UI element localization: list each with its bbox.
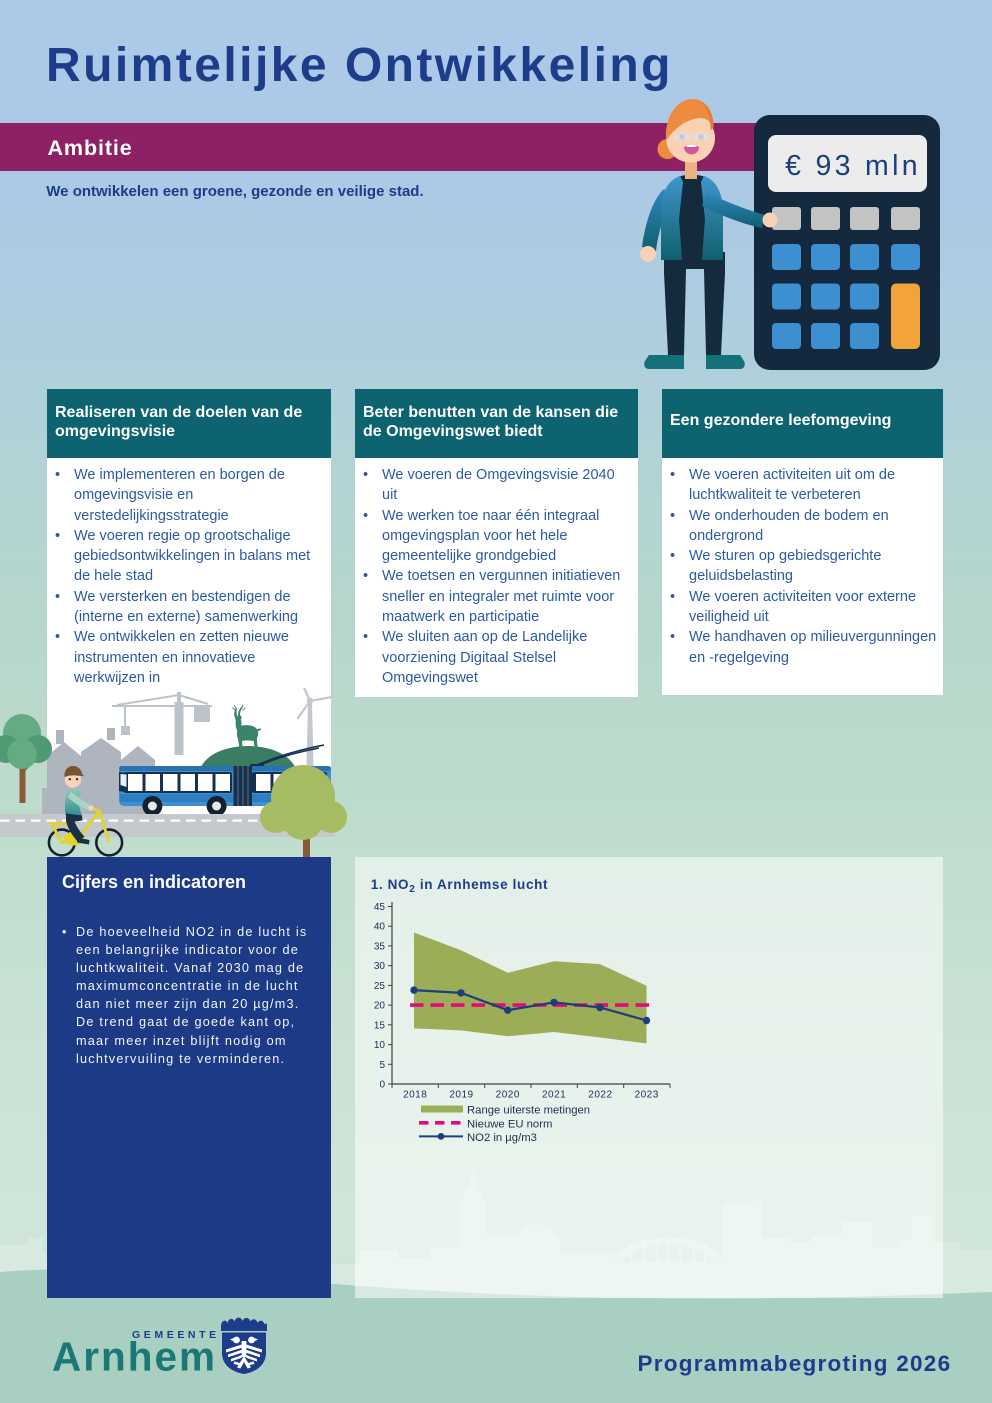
svg-text:0: 0 (379, 1080, 385, 1091)
svg-text:2023: 2023 (635, 1090, 659, 1101)
svg-text:Nieuwe EU norm: Nieuwe EU norm (467, 1118, 552, 1130)
svg-text:5: 5 (379, 1060, 385, 1071)
svg-text:2019: 2019 (449, 1090, 473, 1101)
svg-text:2018: 2018 (403, 1090, 427, 1101)
svg-text:2022: 2022 (588, 1090, 612, 1101)
svg-text:30: 30 (374, 961, 386, 972)
svg-text:2021: 2021 (542, 1090, 566, 1101)
svg-text:15: 15 (374, 1020, 386, 1031)
svg-text:35: 35 (374, 941, 386, 952)
svg-text:Range uiterste metingen: Range uiterste metingen (467, 1105, 590, 1117)
svg-text:40: 40 (374, 922, 386, 933)
svg-text:GEMEENTE: GEMEENTE (132, 1329, 220, 1341)
svg-text:10: 10 (374, 1040, 386, 1051)
svg-text:Arnhem: Arnhem (52, 1333, 217, 1379)
svg-text:€ 93 mln: € 93 mln (785, 150, 921, 182)
svg-text:20: 20 (374, 1001, 386, 1012)
svg-text:2020: 2020 (496, 1090, 520, 1101)
svg-text:25: 25 (374, 981, 386, 992)
svg-text:45: 45 (374, 902, 386, 913)
svg-text:NO2 in µg/m3: NO2 in µg/m3 (467, 1132, 537, 1144)
